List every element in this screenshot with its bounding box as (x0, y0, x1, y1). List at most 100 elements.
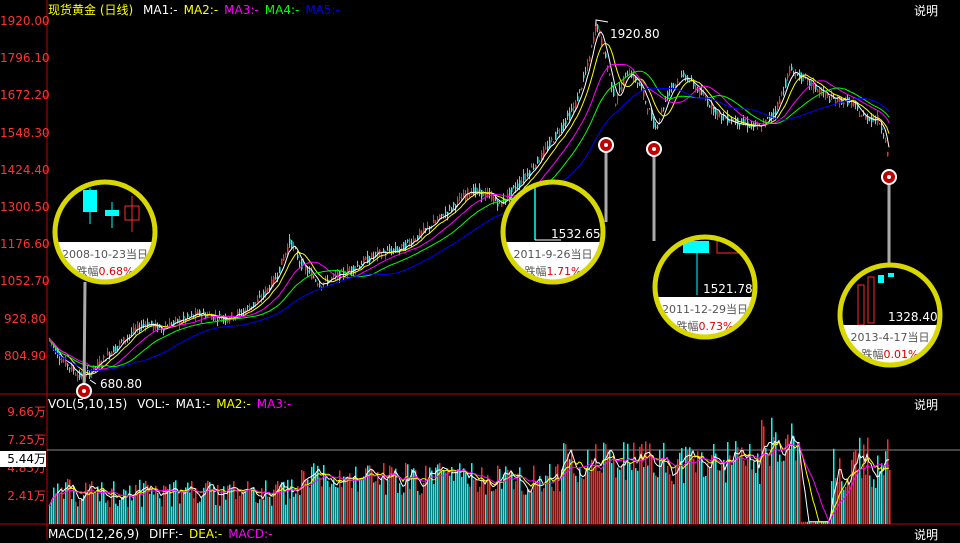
volume-bar (887, 439, 889, 524)
volume-bar (507, 469, 509, 524)
candle-body (341, 270, 343, 272)
candle-body (783, 91, 785, 93)
volume-indicator-2: MA2:- (216, 397, 251, 411)
volume-bar (633, 442, 635, 524)
volume-bar (709, 467, 711, 524)
candle-body (667, 92, 669, 99)
candle-body (421, 231, 423, 234)
volume-bar (513, 489, 515, 524)
volume-bar (413, 468, 415, 524)
macd-explain-button[interactable]: 说明 (913, 528, 938, 542)
candle-body (585, 71, 587, 73)
candle-body (75, 374, 77, 376)
candle-body (367, 255, 369, 264)
volume-bar (287, 479, 289, 524)
volume-bar (827, 521, 829, 524)
high-label: 1920.80 (610, 27, 660, 41)
volume-bar (463, 468, 465, 524)
candle-body (199, 310, 201, 316)
volume-bar (193, 498, 195, 524)
volume-bar (127, 506, 129, 524)
volume-bar (727, 442, 729, 524)
candle-body (659, 119, 661, 121)
candle-body (169, 322, 171, 329)
volume-bar (143, 483, 145, 524)
candle-body (839, 97, 841, 103)
candle-body (501, 202, 503, 207)
volume-bar (481, 467, 483, 524)
candle-body (719, 111, 721, 115)
candle-body (387, 249, 389, 251)
volume-bar (525, 494, 527, 524)
volume-bar (339, 470, 341, 524)
candle-body (519, 180, 521, 186)
candle-body (737, 117, 739, 126)
volume-bar (205, 483, 207, 524)
volume-bar (599, 470, 601, 524)
candle-body (517, 183, 519, 188)
candle-body (415, 240, 417, 242)
volume-bar (793, 436, 795, 524)
volume-bar (857, 470, 859, 524)
volume-bar (305, 479, 307, 524)
volume-bar (863, 444, 865, 524)
volume-bar (765, 447, 767, 524)
volume-bar (415, 470, 417, 524)
volume-bar (519, 467, 521, 524)
candle-body (635, 77, 637, 82)
volume-bar (515, 481, 517, 524)
volume-bar (373, 482, 375, 524)
volume-bar (383, 463, 385, 524)
candle-body (797, 73, 799, 75)
volume-explain-button[interactable]: 说明 (913, 398, 938, 412)
candle-body (639, 83, 641, 87)
volume-bar (579, 468, 581, 524)
volume-bar (307, 479, 309, 524)
volume-bar (665, 472, 667, 524)
volume-bar (73, 486, 75, 524)
candle-body (683, 72, 685, 76)
candle-body (527, 172, 529, 177)
candle-body (505, 200, 507, 202)
candle-body (661, 109, 663, 113)
candle-body (589, 56, 591, 62)
candle-body (671, 83, 673, 88)
candle-body (327, 279, 329, 285)
candle-body (511, 187, 513, 193)
candle-body (409, 241, 411, 245)
volume-bar (201, 496, 203, 524)
candle-body (785, 79, 787, 88)
ma1-line (48, 31, 890, 377)
candle-body (459, 196, 461, 198)
volume-bar (685, 446, 687, 524)
volume-bar (879, 471, 881, 524)
main-indicator-2: MA3:- (224, 3, 259, 17)
candle-body (419, 230, 421, 237)
volume-bar (83, 495, 85, 524)
candle-body (309, 269, 311, 271)
main-indicator-4: MA5:- (305, 3, 340, 17)
volume-bar (377, 472, 379, 524)
macd-header: MACD(12,26,9) DIFF:- DEA:- MACD:- (48, 526, 285, 542)
volume-bar (585, 468, 587, 524)
candle-body (749, 125, 751, 128)
volume-bar (785, 438, 787, 524)
callout-connector (82, 281, 87, 392)
volume-bar (337, 487, 339, 524)
candle-body (103, 355, 105, 358)
volume-bar (571, 450, 573, 524)
callout-price: 1328.40 (888, 310, 938, 324)
candle-body (195, 311, 197, 317)
candle-body (617, 98, 619, 100)
volume-bar (311, 466, 313, 524)
volume-bar (783, 460, 785, 524)
volume-bar (687, 450, 689, 524)
candle-body (555, 132, 557, 139)
candle-body (641, 86, 643, 89)
volume-bar (67, 478, 69, 524)
candle-body (709, 106, 711, 108)
main-explain-button[interactable]: 说明 (913, 4, 938, 18)
